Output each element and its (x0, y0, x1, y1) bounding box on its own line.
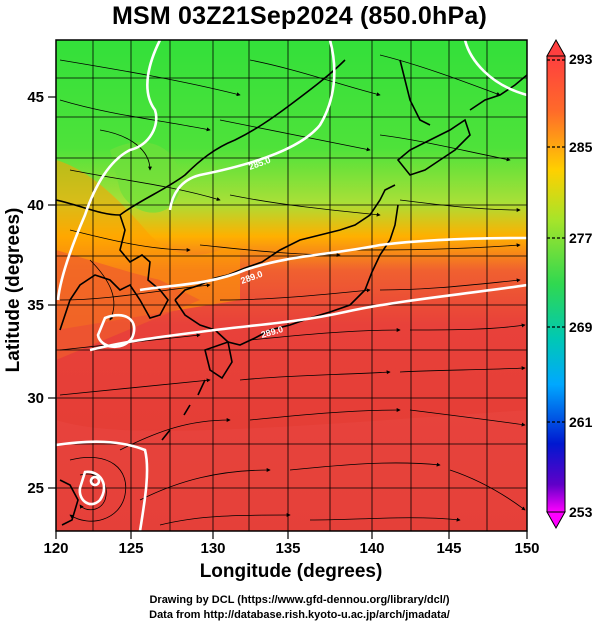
x-tick-label: 145 (436, 540, 461, 557)
page-title: MSM 03Z21Sep2024 (850.0hPa) (111, 2, 488, 30)
x-tick-label: 120 (43, 540, 68, 557)
colorbar-label: 269 (569, 319, 593, 335)
colorbar-top-arrow (546, 38, 566, 57)
x-tick-label: 125 (118, 540, 143, 557)
y-tick-label: 30 (27, 390, 44, 407)
y-axis-title: Latitude (degrees) (3, 208, 24, 373)
x-axis-title: Longitude (degrees) (200, 561, 383, 582)
colorbar-bottom-arrow (546, 511, 566, 530)
colorbar-label: 277 (569, 230, 593, 246)
plot-frame (55, 39, 528, 532)
temperature-field (56, 40, 527, 531)
x-tick-label: 130 (200, 540, 225, 557)
x-tick-labels: 120 125 130 135 140 145 150 (43, 540, 539, 557)
y-tick-label: 40 (27, 197, 44, 214)
y-tick-label: 45 (27, 89, 44, 106)
credit-data: Data from http://database.rish.kyoto-u.a… (149, 609, 450, 621)
y-tick-label: 25 (27, 480, 44, 497)
axis-ticks (48, 96, 528, 539)
colorbar-label: 285 (569, 139, 593, 155)
colorbar-label: 261 (569, 414, 593, 430)
colorbar-label: 293 (569, 51, 593, 67)
y-tick-label: 35 (27, 297, 44, 314)
y-tick-labels: 25 30 35 40 45 (27, 89, 44, 497)
map-grid (56, 40, 527, 531)
colorbar: 293 285 277 269 261 253 (546, 38, 593, 530)
x-tick-label: 140 (359, 540, 384, 557)
x-tick-label: 150 (514, 540, 539, 557)
wind-streamlines (59, 54, 526, 526)
colorbar-label: 253 (569, 504, 593, 520)
credit-drawing: Drawing by DCL (https://www.gfd-dennou.o… (149, 594, 450, 606)
contour-lines (56, 40, 527, 531)
x-tick-label: 135 (275, 540, 300, 557)
colorbar-ramp (546, 55, 566, 513)
